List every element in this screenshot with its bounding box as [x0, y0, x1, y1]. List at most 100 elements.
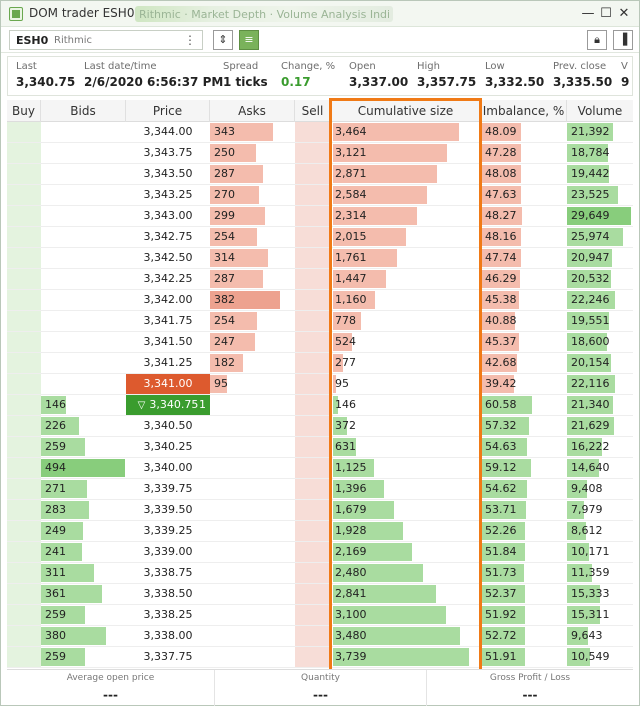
ask-cell[interactable]: 254: [210, 227, 295, 247]
price-cell[interactable]: 3,343.00: [126, 206, 210, 226]
price-cell[interactable]: 3,341.50: [126, 332, 210, 352]
ask-cell[interactable]: [210, 395, 295, 415]
ask-cell[interactable]: [210, 563, 295, 583]
header-cumulative-size[interactable]: Cumulative size: [331, 100, 481, 122]
ask-cell[interactable]: 254: [210, 311, 295, 331]
price-cell[interactable]: 3,340.25: [126, 437, 210, 457]
buy-cell[interactable]: [7, 395, 41, 415]
price-cell[interactable]: 3,340.50: [126, 416, 210, 436]
ask-cell[interactable]: 182: [210, 353, 295, 373]
ask-cell[interactable]: [210, 626, 295, 646]
bid-cell[interactable]: 380: [41, 626, 126, 646]
ask-cell[interactable]: [210, 500, 295, 520]
sell-cell[interactable]: [295, 479, 331, 499]
bid-cell[interactable]: [41, 374, 126, 394]
bid-cell[interactable]: 226: [41, 416, 126, 436]
panel-toggle-icon[interactable]: ▐: [613, 30, 633, 50]
price-cell[interactable]: 3,343.25: [126, 185, 210, 205]
ask-cell[interactable]: [210, 542, 295, 562]
last-price-cell[interactable]: ▽ 3,340.75 1: [126, 395, 210, 415]
bid-cell[interactable]: 249: [41, 521, 126, 541]
price-cell[interactable]: 3,339.50: [126, 500, 210, 520]
sell-cell[interactable]: [295, 143, 331, 163]
ask-cell[interactable]: 247: [210, 332, 295, 352]
header-asks[interactable]: Asks: [210, 100, 295, 122]
ask-cell[interactable]: [210, 647, 295, 667]
sell-cell[interactable]: [295, 206, 331, 226]
sell-cell[interactable]: [295, 395, 331, 415]
price-cell[interactable]: 3,337.75: [126, 647, 210, 667]
sell-cell[interactable]: [295, 164, 331, 184]
price-cell[interactable]: 3,338.00: [126, 626, 210, 646]
sell-cell[interactable]: [295, 626, 331, 646]
buy-cell[interactable]: [7, 374, 41, 394]
sell-cell[interactable]: [295, 542, 331, 562]
sell-cell[interactable]: [295, 290, 331, 310]
bid-cell[interactable]: 361: [41, 584, 126, 604]
ask-cell[interactable]: [210, 458, 295, 478]
price-cell[interactable]: 3,344.00: [126, 122, 210, 142]
sell-cell[interactable]: [295, 248, 331, 268]
buy-cell[interactable]: [7, 458, 41, 478]
buy-cell[interactable]: [7, 521, 41, 541]
ask-cell[interactable]: 382: [210, 290, 295, 310]
buy-cell[interactable]: [7, 563, 41, 583]
buy-cell[interactable]: [7, 164, 41, 184]
buy-cell[interactable]: [7, 185, 41, 205]
bid-cell[interactable]: 146: [41, 395, 126, 415]
ask-cell[interactable]: [210, 479, 295, 499]
sell-cell[interactable]: [295, 311, 331, 331]
price-cell[interactable]: 3,339.25: [126, 521, 210, 541]
buy-cell[interactable]: [7, 500, 41, 520]
ask-cell[interactable]: 299: [210, 206, 295, 226]
bid-cell[interactable]: [41, 269, 126, 289]
header-bids[interactable]: Bids: [41, 100, 126, 122]
header-volume[interactable]: Volume: [577, 104, 623, 118]
bid-cell[interactable]: 259: [41, 437, 126, 457]
bid-cell[interactable]: [41, 332, 126, 352]
price-cell[interactable]: 3,342.25: [126, 269, 210, 289]
ask-cell[interactable]: [210, 437, 295, 457]
price-cell[interactable]: 3,338.25: [126, 605, 210, 625]
price-cell[interactable]: 3,342.75: [126, 227, 210, 247]
ask-cell[interactable]: 250: [210, 143, 295, 163]
sell-cell[interactable]: [295, 437, 331, 457]
price-cell[interactable]: 3,338.50: [126, 584, 210, 604]
buy-cell[interactable]: [7, 122, 41, 142]
bid-cell[interactable]: 259: [41, 647, 126, 667]
bid-cell[interactable]: [41, 164, 126, 184]
bid-cell[interactable]: 283: [41, 500, 126, 520]
buy-cell[interactable]: [7, 227, 41, 247]
sell-cell[interactable]: [295, 332, 331, 352]
buy-cell[interactable]: [7, 206, 41, 226]
price-cell[interactable]: 3,341.75: [126, 311, 210, 331]
sell-cell[interactable]: [295, 605, 331, 625]
buy-cell[interactable]: [7, 269, 41, 289]
bid-cell[interactable]: 311: [41, 563, 126, 583]
buy-cell[interactable]: [7, 143, 41, 163]
ask-cell[interactable]: 287: [210, 164, 295, 184]
bid-cell[interactable]: 259: [41, 605, 126, 625]
close-icon[interactable]: ✕: [618, 6, 630, 21]
bid-cell[interactable]: [41, 248, 126, 268]
price-cell[interactable]: 3,339.00: [126, 542, 210, 562]
sell-cell[interactable]: [295, 353, 331, 373]
ask-cell[interactable]: 95: [210, 374, 295, 394]
bid-cell[interactable]: [41, 227, 126, 247]
buy-cell[interactable]: [7, 479, 41, 499]
bid-cell[interactable]: [41, 143, 126, 163]
buy-cell[interactable]: [7, 542, 41, 562]
sell-cell[interactable]: [295, 584, 331, 604]
sell-cell[interactable]: [295, 458, 331, 478]
ask-cell[interactable]: 287: [210, 269, 295, 289]
ask-cell[interactable]: [210, 584, 295, 604]
sell-cell[interactable]: [295, 500, 331, 520]
bid-cell[interactable]: [41, 206, 126, 226]
bid-cell[interactable]: [41, 122, 126, 142]
ask-cell[interactable]: 270: [210, 185, 295, 205]
bid-cell[interactable]: 241: [41, 542, 126, 562]
header-sell[interactable]: Sell: [295, 100, 331, 122]
price-cell[interactable]: 3,342.50: [126, 248, 210, 268]
ask-cell[interactable]: 314: [210, 248, 295, 268]
lock-icon[interactable]: 🔒︎: [587, 30, 607, 50]
